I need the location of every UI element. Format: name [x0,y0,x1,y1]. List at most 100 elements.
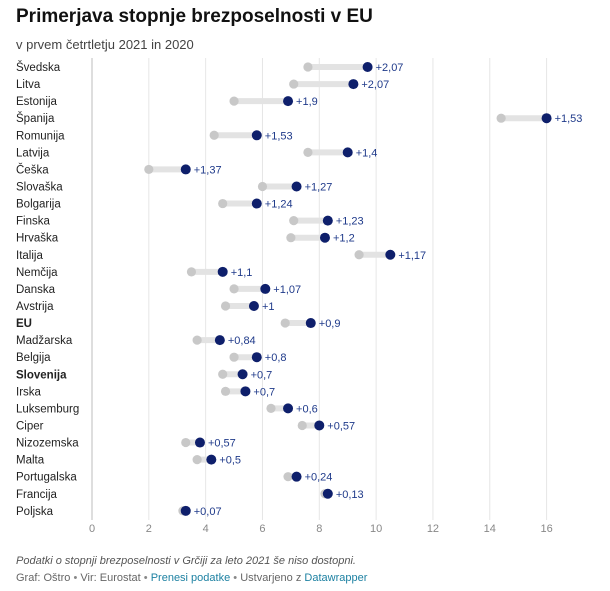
change-label: +0,24 [305,472,333,484]
change-label: +1,24 [265,199,293,211]
dot-2021 [283,403,294,414]
change-label: +1,9 [296,96,318,108]
country-label: Nizozemska [16,438,79,450]
x-tick-label: 12 [427,523,439,535]
change-label: +0,6 [296,403,318,415]
dot-2020 [218,369,228,379]
change-label: +1,53 [555,113,583,125]
country-label: Luksemburg [16,403,79,415]
dot-2020 [229,284,239,294]
dot-2021 [291,181,302,192]
change-label: +0,5 [219,455,241,467]
x-tick-label: 8 [316,523,322,535]
dot-2020 [192,455,202,465]
dot-2021 [362,62,373,72]
dot-2021 [251,198,262,209]
country-label: Slovenija [16,369,67,381]
dot-2020 [186,267,197,277]
credit-source: Vir: Eurostat [80,572,141,584]
change-label: +0,8 [265,352,287,364]
country-label: Latvija [16,147,50,159]
dot-2020 [192,335,202,345]
change-label: +0,7 [251,369,273,381]
dot-2020 [289,216,299,226]
dot-2020 [220,386,231,396]
dot-2021 [260,283,271,294]
change-label: +1,23 [336,216,364,228]
dot-2021 [322,215,333,226]
country-label: Hrvaška [16,233,59,245]
dot-2020 [229,96,239,106]
country-label: Italija [16,250,43,262]
credit-graph: Graf: Oštro [16,572,71,584]
dot-2020 [280,318,290,328]
chart-title: Primerjava stopnje brezposelnosti v EU [16,6,373,27]
change-label: +1,27 [305,181,333,193]
country-label: Švedska [16,61,61,74]
x-tick-label: 4 [203,523,209,535]
change-label: +1,4 [356,147,378,159]
dot-2020 [257,181,268,192]
dot-2020 [209,130,219,140]
x-tick-label: 2 [146,523,152,535]
dot-2021 [180,505,191,516]
country-label: Romunija [16,130,65,142]
dot-2021 [206,454,217,465]
dot-2020 [218,198,228,209]
country-label: Ciper [16,420,44,432]
change-label: +1,37 [194,164,222,176]
credit-separator: • [73,572,78,584]
dot-2021 [319,232,330,243]
dot-2020 [289,79,299,89]
dot-2020 [496,113,506,123]
change-label: +1,17 [398,250,426,262]
change-label: +0,7 [253,386,275,398]
country-label: Portugalska [16,472,77,484]
dot-2021 [385,249,396,260]
change-label: +0,84 [228,335,256,347]
country-label: Češka [16,163,49,176]
country-label: Malta [16,455,45,467]
dot-2021 [251,352,262,363]
change-label: +0,57 [327,420,355,432]
country-label: EU [16,318,32,330]
country-label: Slovaška [16,181,63,193]
dot-2021 [194,437,205,448]
dot-2020 [303,147,313,157]
x-tick-label: 0 [89,523,95,535]
dot-2020 [283,472,293,482]
credit-separator: • [233,572,238,584]
dot-2020 [229,352,239,362]
dot-2020 [286,233,296,243]
dot-2021 [248,300,259,311]
dot-2021 [348,79,359,90]
chart-subtitle: v prvem četrtletju 2021 in 2020 [16,37,194,52]
change-label: +1,2 [333,233,355,245]
change-label: +0,57 [208,438,236,450]
x-tick-label: 14 [484,523,496,535]
country-label: Bolgarija [16,199,61,211]
dot-2021 [217,266,228,277]
dot-2020 [144,164,154,175]
dot-2020 [303,62,313,72]
download-data-link[interactable]: Prenesi podatke [150,572,231,584]
country-label: Irska [16,386,42,398]
country-label: Litva [16,79,41,91]
change-label: +1,07 [273,284,301,296]
dot-2021 [251,130,262,141]
country-label: Poljska [16,506,54,518]
credits: Graf: Oštro • Vir: Eurostat • Prenesi po… [16,572,367,584]
country-label: Estonija [16,96,58,108]
dot-2021 [342,147,353,158]
datawrapper-link[interactable]: Datawrapper [304,572,368,584]
dot-2021 [541,113,552,124]
change-label: +0,13 [336,489,364,501]
country-label: Finska [16,216,50,228]
dot-2021 [305,318,316,329]
dot-2020 [266,403,276,413]
dot-2020 [354,250,364,260]
change-label: +1,53 [265,130,293,142]
dot-2021 [314,420,325,431]
dot-2021 [291,471,302,482]
country-label: Francija [16,489,58,501]
